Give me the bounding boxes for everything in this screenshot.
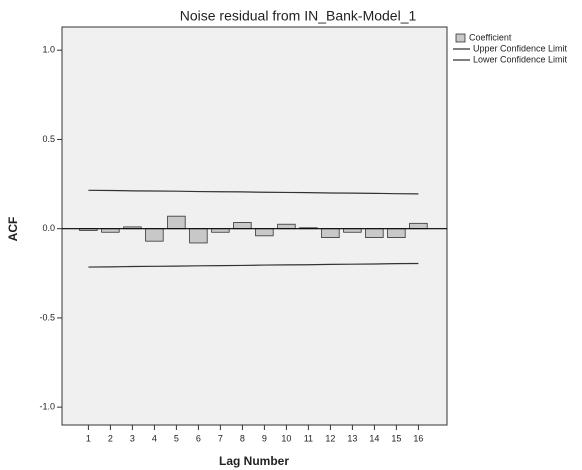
x-tick-label: 1 xyxy=(86,433,91,443)
bar xyxy=(145,228,164,242)
x-tick-label: 10 xyxy=(281,433,291,443)
x-tick-label: 5 xyxy=(174,433,179,443)
bar xyxy=(167,215,186,230)
plot-area xyxy=(61,26,448,426)
x-tick-label: 8 xyxy=(240,433,245,443)
x-tick-label: 12 xyxy=(325,433,335,443)
y-tick-label: 0.5 xyxy=(42,134,55,144)
bar xyxy=(409,222,428,230)
x-tick-label: 7 xyxy=(218,433,223,443)
x-tick-label: 16 xyxy=(413,433,423,443)
x-tick-label: 14 xyxy=(369,433,379,443)
y-axis-label: ACF xyxy=(6,217,20,242)
confidence-line xyxy=(88,262,419,268)
x-tick-label: 11 xyxy=(304,433,313,443)
legend-label: Lower Confidence Limit xyxy=(473,54,568,64)
bar xyxy=(365,228,384,239)
x-tick-label: 13 xyxy=(347,433,357,443)
bar xyxy=(321,228,340,239)
x-tick-label: 6 xyxy=(196,433,201,443)
y-tick-label: -0.5 xyxy=(39,312,55,322)
x-tick-label: 2 xyxy=(108,433,113,443)
legend-label: Coefficient xyxy=(469,32,512,42)
bar xyxy=(255,228,274,237)
y-tick-label: -1.0 xyxy=(39,402,55,412)
legend-label: Upper Confidence Limit xyxy=(473,43,568,53)
confidence-line xyxy=(88,189,419,195)
x-tick-label: 4 xyxy=(152,433,157,443)
x-axis-label: Lag Number xyxy=(219,454,289,468)
bar xyxy=(277,223,296,230)
y-tick-label: 1.0 xyxy=(42,45,55,55)
bar xyxy=(233,222,252,230)
x-tick-label: 15 xyxy=(391,433,401,443)
legend xyxy=(452,27,582,71)
x-tick-label: 9 xyxy=(262,433,267,443)
bar xyxy=(189,228,208,244)
x-tick-label: 3 xyxy=(130,433,135,443)
legend-swatch xyxy=(455,33,466,43)
chart-title: Noise residual from IN_Bank-Model_1 xyxy=(180,8,417,24)
bar xyxy=(387,228,406,239)
y-tick-label: 0.0 xyxy=(42,223,55,233)
